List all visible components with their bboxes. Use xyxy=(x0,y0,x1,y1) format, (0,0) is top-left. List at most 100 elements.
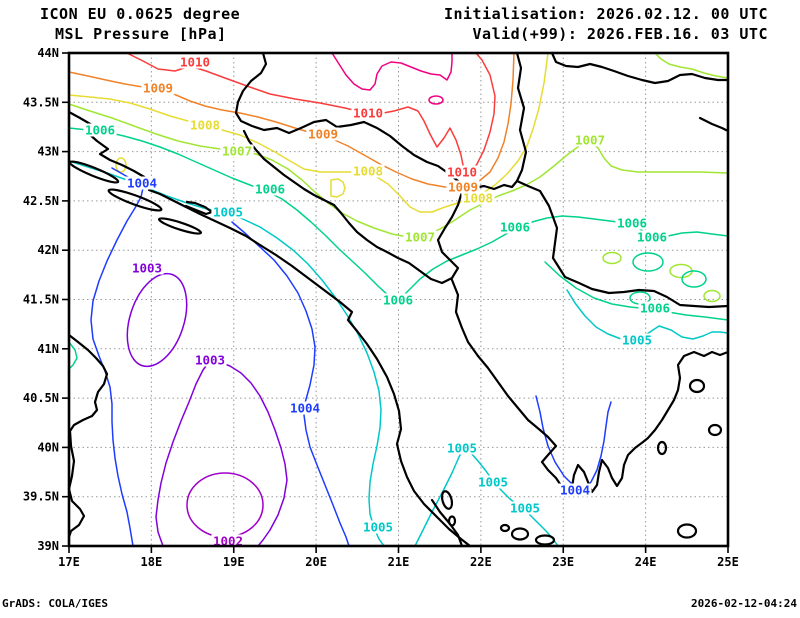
contour-label-mask xyxy=(220,144,254,158)
coastlines-borders xyxy=(67,51,730,548)
contour-label-mask xyxy=(351,164,385,178)
longitude-axis: 17E 18E 19E 20E 21E 22E 23E 24E 25E xyxy=(58,546,739,569)
isobar-1007-loop xyxy=(703,289,721,303)
isobar-1007-north xyxy=(654,52,729,79)
isobar-1008-loop2 xyxy=(330,178,346,198)
lon-tick-label: 24E xyxy=(635,555,657,569)
lat-tick-label: 42N xyxy=(37,243,59,257)
lon-tick-label: 17E xyxy=(58,555,80,569)
contour-label: 1005 xyxy=(622,333,652,348)
isobar-1006-south xyxy=(544,261,729,321)
isobar-1006-loop xyxy=(632,252,664,272)
contour-label-mask xyxy=(193,353,227,367)
model-title: ICON EU 0.0625 degree xyxy=(40,5,241,23)
isobar-1006-west xyxy=(68,341,78,370)
lat-tick-label: 41.5N xyxy=(23,293,59,307)
contour-label: 1008 xyxy=(463,191,493,206)
contour-label: 1008 xyxy=(353,164,383,179)
isobar-1008-loop xyxy=(115,157,127,173)
island xyxy=(534,534,556,546)
lat-tick-label: 41N xyxy=(37,342,59,356)
grads-credit: GrADS: COLA/IGES xyxy=(2,597,108,610)
latitude-axis: 44N 43.5N 43N 42.5N 42N 41.5N 41N 40.5N 40N 39.5N… xyxy=(23,46,69,553)
lon-tick-label: 23E xyxy=(552,555,574,569)
lon-tick-label: 19E xyxy=(223,555,245,569)
lat-tick-label: 39N xyxy=(37,539,59,553)
contour-label-mask xyxy=(558,483,592,497)
contour-label: 1006 xyxy=(637,230,667,245)
border-macedonia-greece xyxy=(450,278,480,358)
island xyxy=(676,523,698,539)
contour-label: 1004 xyxy=(560,483,590,498)
lon-tick-label: 20E xyxy=(305,555,327,569)
contour-label: 1008 xyxy=(190,118,220,133)
contour-label: 1009 xyxy=(448,180,478,195)
contour-label-mask xyxy=(211,534,245,548)
lat-tick-label: 39.5N xyxy=(23,490,59,504)
contour-label-mask xyxy=(141,81,175,95)
isobar-1003-loop xyxy=(126,272,188,368)
contour-label: 1003 xyxy=(195,353,225,368)
contour-label: 1005 xyxy=(510,501,540,516)
lon-tick-label: 22E xyxy=(470,555,492,569)
isobar-1005-se xyxy=(414,448,559,547)
contour-label: 1005 xyxy=(478,475,508,490)
contour-label: 1006 xyxy=(500,220,530,235)
contour-label-mask xyxy=(306,127,340,141)
isobar-1006-loop xyxy=(681,270,707,288)
contour-label: 1007 xyxy=(575,133,605,148)
island xyxy=(688,378,706,394)
contour-label-mask xyxy=(381,293,415,307)
contour-label: 1005 xyxy=(363,520,393,535)
island xyxy=(499,523,511,533)
lat-tick-label: 43.5N xyxy=(23,95,59,109)
contour-label: 1007 xyxy=(222,144,252,159)
creation-timestamp: 2026-02-12-04:24 xyxy=(691,597,797,610)
contour-label: 1004 xyxy=(290,401,320,416)
contour-label-mask xyxy=(573,133,607,147)
contour-label-mask xyxy=(211,205,245,219)
island xyxy=(656,440,668,456)
valid-time: Valid(+99): 2026.FEB.16. 03 UTC xyxy=(472,25,768,43)
lon-tick-label: 25E xyxy=(717,555,739,569)
contour-label-mask xyxy=(635,230,669,244)
contour-label: 1006 xyxy=(85,123,115,138)
danube-border xyxy=(550,51,730,85)
contour-label-mask xyxy=(620,333,654,347)
lon-tick-label: 18E xyxy=(141,555,163,569)
isobar-1010-path xyxy=(126,52,496,174)
isobar-1003-path xyxy=(155,361,288,547)
isobar-1007-loop xyxy=(669,263,693,279)
isobar-1004-path xyxy=(90,167,144,547)
contour-label-mask xyxy=(461,191,495,205)
island xyxy=(447,515,457,527)
island xyxy=(707,423,723,437)
lat-tick-label: 44N xyxy=(37,46,59,60)
contour-label: 1006 xyxy=(640,301,670,316)
contour-label: 1005 xyxy=(213,205,243,220)
contour-label-mask xyxy=(125,176,159,190)
contour-label-mask xyxy=(476,475,510,489)
contour-label-mask xyxy=(498,220,532,234)
contour-label: 1003 xyxy=(132,261,162,276)
island xyxy=(68,160,120,184)
border-ne-corner xyxy=(698,116,730,133)
country-borders-bulgaria xyxy=(515,51,730,309)
contour-label-mask xyxy=(288,401,322,415)
island xyxy=(510,527,530,541)
contour-label-mask xyxy=(615,216,649,230)
contour-label: 1006 xyxy=(255,182,285,197)
contour-label-mask xyxy=(445,165,479,179)
adriatic-coastline xyxy=(67,110,472,548)
init-time: Initialisation: 2026.02.12. 00 UTC xyxy=(443,5,768,23)
lat-tick-label: 42.5N xyxy=(23,194,59,208)
lon-tick-label: 21E xyxy=(388,555,410,569)
aegean-coastline xyxy=(476,350,730,496)
contour-label: 1010 xyxy=(447,165,477,180)
contour-label: 1006 xyxy=(617,216,647,231)
contour-label-mask xyxy=(361,520,395,534)
isobar-1002-loop xyxy=(186,472,264,538)
contour-label-mask xyxy=(638,301,672,315)
